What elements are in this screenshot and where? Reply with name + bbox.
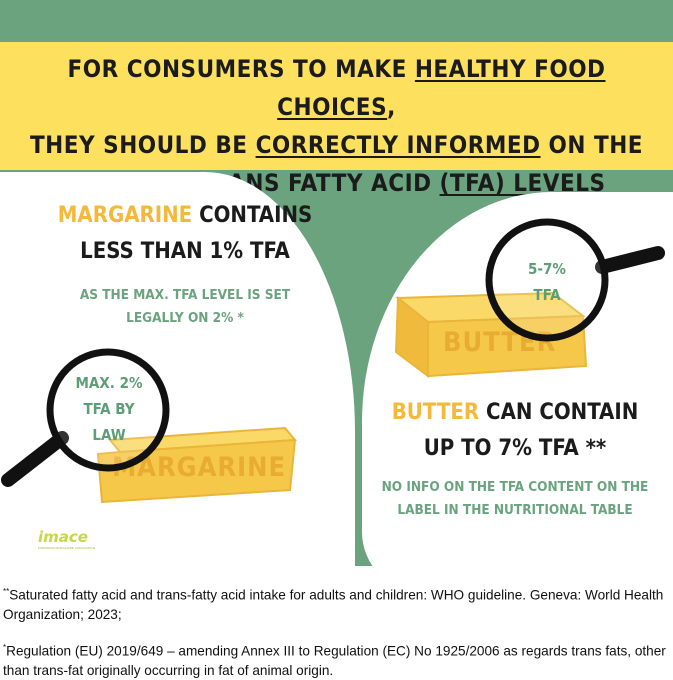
butter-lens-text: 5-7% TFA [528,260,566,304]
headline-banner [0,42,673,170]
headline-underline-2: CORRECTLY INFORMED [255,131,541,159]
butter-block-illustration [394,291,588,378]
butter-title: BUTTER CAN CONTAIN UP TO 7% TFA ** [391,400,639,461]
reference-eu-regulation: *Regulation (EU) 2019/649 – amending Ann… [3,643,666,678]
butter-subtext: NO INFO ON THE TFA CONTENT ON THE LABEL … [381,479,649,518]
margarine-magnifier-icon [1,348,170,487]
margarine-title: MARGARINE CONTAINS LESS THAN 1% TFA [57,203,313,264]
headline-underline-1: HEALTHY FOOD CHOICES [277,55,606,121]
margarine-subtext: AS THE MAX. TFA LEVEL IS SET LEGALLY ON … [79,287,291,326]
butter-block-label: BUTTER [443,327,557,358]
margarine-lens-text: MAX. 2% TFA BY LAW [75,374,143,444]
margarine-panel [0,172,355,566]
infographic: FOR CONSUMERS TO MAKE HEALTHY FOOD CHOIC… [0,0,673,566]
imace-logo: imace EUROPEAN MARGARINE ASSOCIATION [38,528,95,550]
reference-who: **Saturated fatty acid and trans-fatty a… [3,587,664,622]
butter-magnifier-icon [485,218,665,342]
